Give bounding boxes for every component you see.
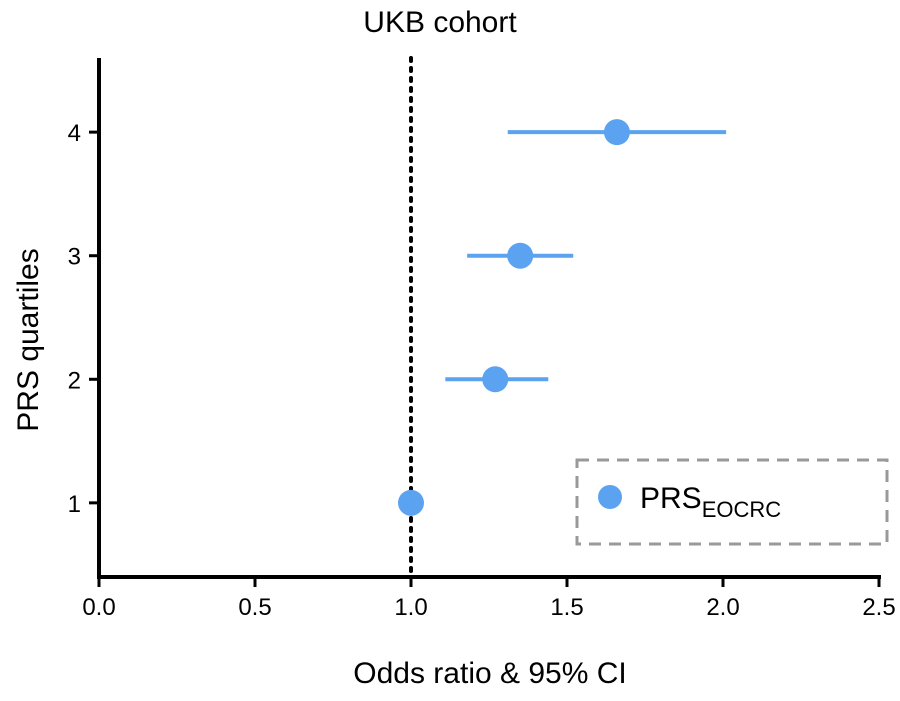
legend-label: PRSEOCRC: [640, 482, 781, 522]
legend-series-subscript: EOCRC: [702, 497, 782, 522]
legend-marker: [598, 485, 622, 509]
y-tick-label: 3: [68, 244, 81, 271]
legend-series-name: PRS: [640, 482, 702, 515]
x-tick-label: 1.0: [394, 594, 427, 621]
y-tick-label: 2: [68, 367, 81, 394]
data-point: [398, 489, 424, 516]
data-point: [482, 366, 509, 393]
legend: PRSEOCRC: [575, 458, 889, 546]
chart-title: UKB cohort: [363, 6, 517, 39]
y-axis-label: PRS quartiles: [12, 248, 45, 431]
x-tick-label: 2.5: [862, 594, 895, 621]
x-tick-label: 0.5: [238, 594, 271, 621]
data-point: [603, 119, 630, 146]
y-tick-label: 1: [68, 491, 81, 518]
legend-box: [575, 458, 889, 546]
x-tick-label: 0.0: [82, 594, 115, 621]
plot-area: 0.0 0.5 1.0 1.5 2.0 2.5 1 2 3 4: [68, 56, 896, 621]
x-axis-label: Odds ratio & 95% CI: [353, 657, 626, 690]
y-tick-label: 4: [68, 120, 81, 147]
x-tick-label: 1.5: [550, 594, 583, 621]
data-point: [507, 242, 534, 269]
x-tick-label: 2.0: [706, 594, 739, 621]
